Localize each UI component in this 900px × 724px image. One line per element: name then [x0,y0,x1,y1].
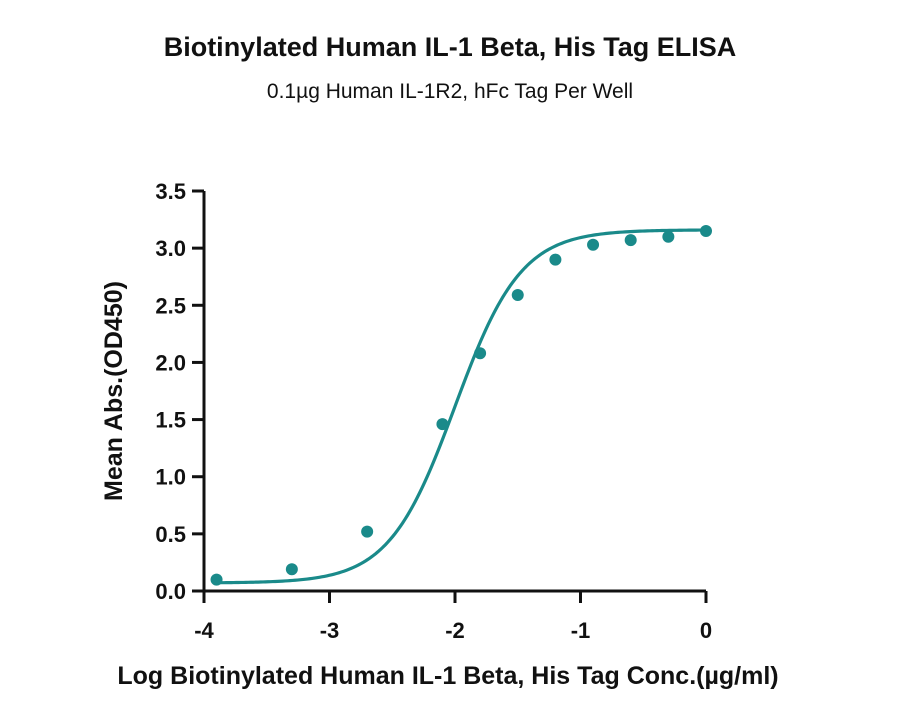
axes [202,191,706,593]
y-tick-label: 2.5 [155,293,186,318]
data-point [210,573,223,586]
chart-title: Biotinylated Human IL-1 Beta, His Tag EL… [163,32,737,62]
ticks: 0.0 0.5 1.0 1.5 2.0 2.5 3.0 3.5 -4 -3 -2 -1 0 [155,179,712,643]
chart-subtitle: 0.1µg Human IL-1R2, hFc Tag Per Well [266,80,634,103]
x-tick-label: -1 [571,618,591,643]
data-point [285,563,298,576]
y-tick-label: 1.5 [155,408,186,433]
data-point [587,238,600,251]
x-tick-label: -2 [445,618,465,643]
x-tick-label: 0 [700,618,712,643]
y-tick-label: 2.0 [155,350,186,375]
y-tick-label: 3.0 [155,236,186,261]
y-tick-label: 0.0 [155,579,186,604]
y-axis-title: Mean Abs.(OD450) [100,281,128,501]
data-point [549,253,562,266]
y-tick-label: 0.5 [155,522,186,547]
data-point [361,525,374,538]
x-tick-label: -3 [320,618,340,643]
data-point [662,230,675,243]
x-axis-title: Log Biotinylated Human IL-1 Beta, His Ta… [117,662,778,690]
fit-curve [216,228,707,585]
data-point [511,289,524,301]
data-points [210,225,712,586]
data-point [624,234,637,247]
data-point [474,347,487,360]
y-tick-label: 1.0 [155,465,186,490]
y-tick-label: 3.5 [155,179,186,204]
data-point [436,418,449,431]
x-tick-label: -4 [194,618,214,643]
data-point [700,225,712,237]
